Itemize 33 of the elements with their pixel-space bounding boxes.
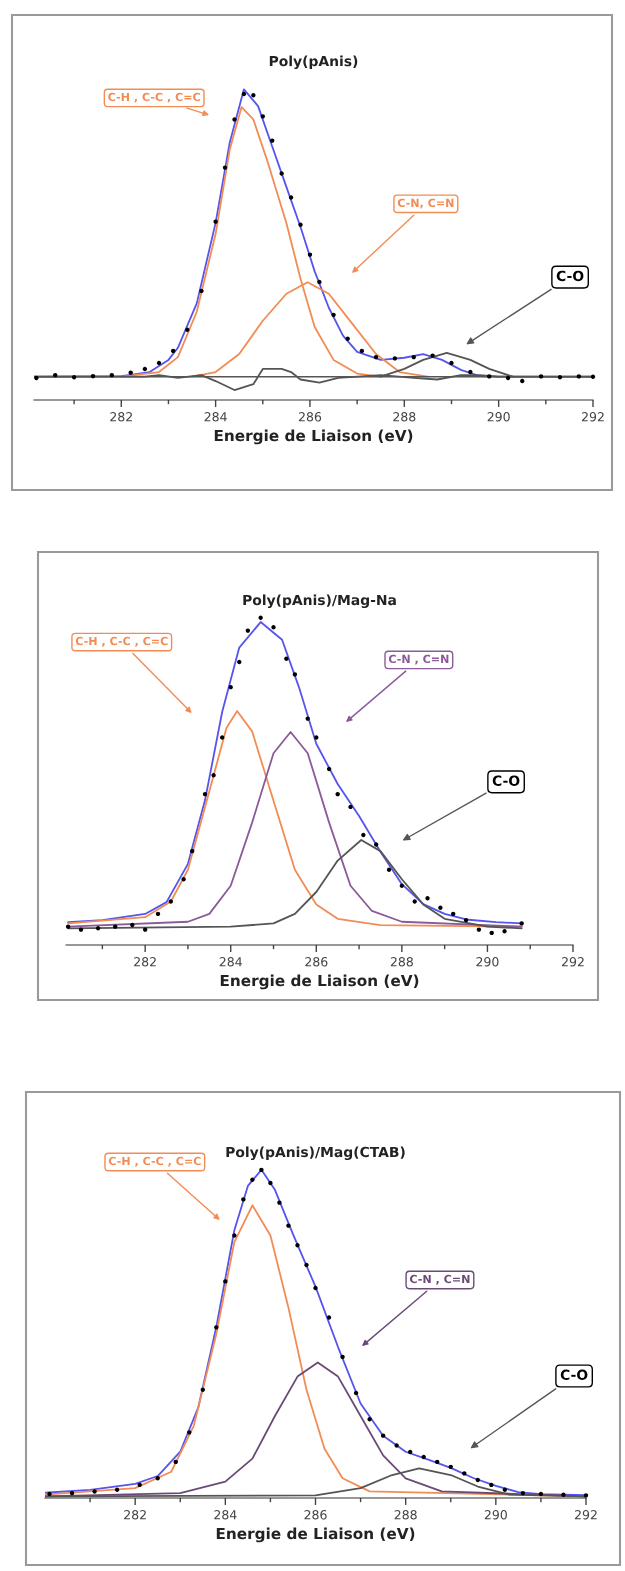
annotation: C-N , C=N [388, 654, 449, 665]
x-axis-title: Energie de Liaison (eV) [214, 429, 413, 445]
x-tick-label: 292 [581, 412, 604, 422]
x-tick-label: 286 [298, 412, 322, 422]
x-axis-title: Energie de Liaison (eV) [220, 974, 419, 990]
x-tick-label: 290 [484, 1510, 507, 1520]
x-tick-label: 290 [487, 412, 510, 422]
x-tick-label: 282 [134, 957, 156, 967]
x-tick-label: 288 [390, 957, 413, 967]
annotation: C-O [492, 775, 520, 786]
annotation: C-H , C-C , C=C [75, 636, 168, 647]
chart-title: Poly(pAnis)/Mag-Na [243, 594, 396, 608]
x-tick-label: 286 [304, 1510, 327, 1520]
x-axis-title: Energie de Liaison (eV) [216, 1527, 415, 1543]
x-tick-label: 288 [393, 412, 416, 422]
annotation: C-N , C=N [409, 1274, 470, 1285]
x-tick-label: 284 [204, 412, 227, 422]
annotation: C-O [560, 1369, 588, 1381]
x-tick-label: 288 [394, 1510, 417, 1520]
x-tick-label: 282 [124, 1510, 146, 1520]
x-tick-label: 282 [110, 412, 132, 422]
annotation: C-O [556, 270, 584, 282]
chart-title: Poly(pAnis)/Mag(CTAB) [226, 1146, 405, 1160]
text: C-H , C-C , C=C [108, 1156, 201, 1167]
x-tick-label: 292 [574, 1510, 597, 1520]
annotation: C-H , C-C , C=C [108, 92, 200, 103]
x-tick-label: 292 [561, 957, 584, 967]
chart-title: Poly(pAnis) [269, 55, 358, 70]
annotation: C-N, C=N [397, 198, 454, 209]
x-tick-label: 284 [219, 957, 242, 967]
x-tick-label: 286 [305, 957, 328, 967]
x-tick-label: 290 [476, 957, 499, 967]
x-tick-label: 284 [214, 1510, 237, 1520]
